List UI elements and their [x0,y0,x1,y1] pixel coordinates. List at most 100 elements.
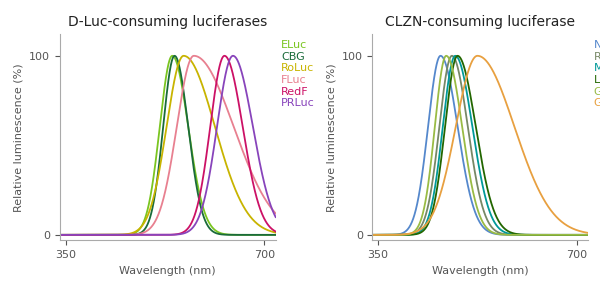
GRLuc [375,233,382,237]
GLuc [467,181,475,185]
X-axis label: Wavelength (nm): Wavelength (nm) [432,265,529,275]
MetLuc [584,233,591,237]
RLuc [583,233,590,237]
CBG [51,233,58,237]
Lucia [473,134,481,137]
GLuc [583,233,590,237]
FLuc [190,54,197,57]
RoLuc [278,232,285,235]
PRLuc [51,233,58,237]
RLuc [473,183,481,186]
NLuc [584,233,591,237]
Line: FLuc: FLuc [55,56,281,235]
NLuc [542,233,549,237]
ELuc [271,233,278,237]
Title: CLZN-consuming luciferase: CLZN-consuming luciferase [385,15,575,29]
RoLuc [180,54,187,57]
NLuc [375,233,382,237]
NLuc [467,198,475,201]
CBG [271,233,278,237]
ELuc [278,233,285,237]
FLuc [271,210,278,214]
Title: D-Luc-consuming luciferases: D-Luc-consuming luciferases [68,15,268,29]
GRLuc [473,54,481,57]
Lucia [590,233,597,237]
Y-axis label: Relative luminescence (%): Relative luminescence (%) [14,63,24,212]
ELuc [271,233,278,237]
MetLuc [473,155,481,159]
RoLuc [155,172,162,176]
Lucia [375,233,382,237]
FLuc [161,192,168,196]
FLuc [62,233,70,237]
RoLuc [62,233,70,237]
FLuc [229,123,236,127]
Line: CBG: CBG [55,56,281,235]
GRLuc [474,54,481,57]
Line: RedF: RedF [55,56,281,235]
Line: PRLuc: PRLuc [55,56,281,235]
PRLuc [229,54,236,57]
Line: ELuc: ELuc [55,56,281,235]
FLuc [155,212,162,216]
Line: GRLuc: GRLuc [367,56,593,235]
RedF [271,229,278,233]
PRLuc [62,233,70,237]
Lucia [363,233,370,237]
X-axis label: Wavelength (nm): Wavelength (nm) [119,265,216,275]
Legend: NLuc, RLuc, MetLuc, Lucia, GLuc, GRLuc: NLuc, RLuc, MetLuc, Lucia, GLuc, GRLuc [593,40,600,108]
PRLuc [229,54,236,57]
RLuc [363,233,370,237]
NLuc [437,54,444,57]
ELuc [169,54,176,57]
RedF [161,233,168,237]
RoLuc [229,182,236,186]
CBG [161,111,168,114]
Line: GLuc: GLuc [367,56,593,235]
ELuc [161,85,168,88]
PRLuc [155,233,162,237]
RoLuc [161,137,168,141]
RLuc [584,233,591,237]
ELuc [229,233,236,237]
GRLuc [584,231,591,235]
RedF [221,54,228,57]
GRLuc [467,61,475,65]
FLuc [51,233,58,237]
MetLuc [590,233,597,237]
Y-axis label: Relative luminescence (%): Relative luminescence (%) [326,63,336,212]
ELuc [62,233,70,237]
RedF [229,73,236,77]
GRLuc [583,231,590,235]
Lucia [542,233,549,237]
Line: MetLuc: MetLuc [367,56,593,235]
GLuc [443,54,450,57]
RedF [278,232,285,235]
RedF [271,229,278,233]
RLuc [448,54,455,57]
CBG [62,233,70,237]
RLuc [590,233,597,237]
ELuc [51,233,58,237]
RoLuc [271,231,278,234]
Line: RoLuc: RoLuc [55,56,281,235]
MetLuc [583,233,590,237]
ELuc [155,135,162,138]
PRLuc [161,233,168,237]
Lucia [467,98,475,102]
Line: RLuc: RLuc [367,56,593,235]
FLuc [271,211,278,214]
RLuc [542,233,549,237]
GRLuc [363,233,370,237]
MetLuc [542,233,549,237]
MetLuc [452,54,459,57]
NLuc [583,233,590,237]
RedF [155,233,162,237]
GRLuc [590,232,597,235]
CBG [155,166,162,170]
RedF [51,233,58,237]
RedF [62,233,70,237]
RoLuc [51,233,58,237]
Lucia [454,54,461,57]
NLuc [473,216,481,219]
